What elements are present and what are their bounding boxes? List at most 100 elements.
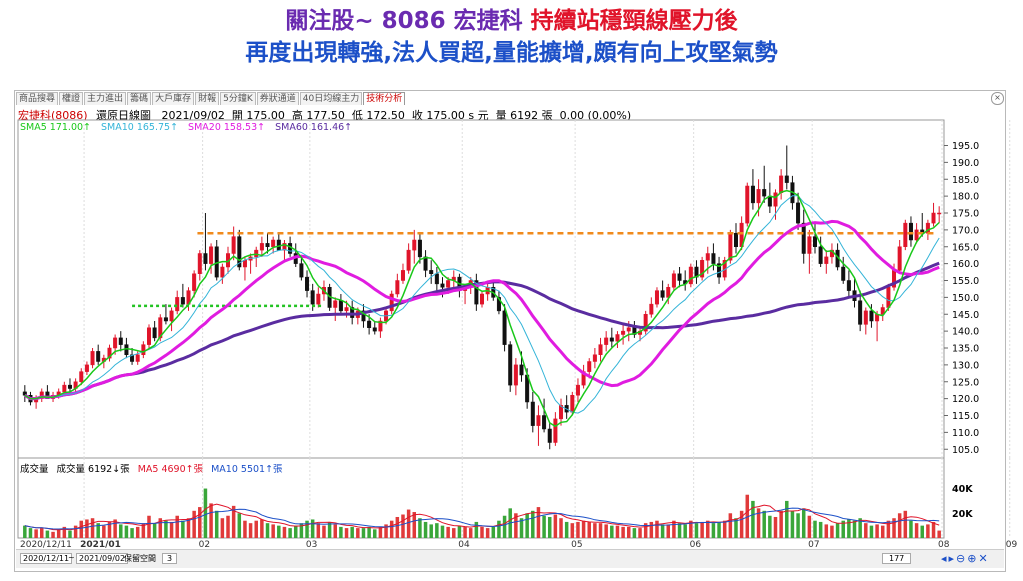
price-tick-label: 130.0 <box>952 360 979 371</box>
candle-body <box>378 320 383 332</box>
sma-legend-item: SMA5 171.00↑ <box>20 122 91 133</box>
candle-body <box>79 371 84 382</box>
candle-body <box>237 236 242 268</box>
price-tick-label: 145.0 <box>952 310 979 321</box>
volume-bar <box>626 526 631 538</box>
tab-7[interactable]: 券狀通道 <box>256 92 299 105</box>
tab-9[interactable]: 技術分析 <box>363 92 406 105</box>
bar-count-field[interactable]: 177 <box>882 553 912 564</box>
volume-bar <box>198 507 202 538</box>
volume-bar <box>474 521 479 538</box>
reserve-input[interactable]: 3 <box>162 553 178 564</box>
volume-bar <box>457 525 462 538</box>
tab-6[interactable]: 5分鐘K <box>220 92 256 105</box>
volume-bar <box>406 509 411 538</box>
candle-body <box>914 229 919 241</box>
volume-ma10-line <box>24 507 940 530</box>
volume-bar <box>452 528 456 538</box>
candle-body <box>807 236 812 254</box>
date-to-field[interactable]: 2021/09/02 <box>76 553 129 564</box>
volume-bar <box>841 520 845 538</box>
candle-body <box>621 330 626 335</box>
tab-3[interactable]: 籌碼 <box>127 92 152 105</box>
date-from-field[interactable]: 2020/12/11 <box>20 553 73 564</box>
volume-bar <box>90 518 95 538</box>
volume-bar <box>237 513 242 538</box>
volume-bar <box>102 525 106 538</box>
volume-bar <box>909 520 913 538</box>
tab-4[interactable]: 大戶庫存 <box>152 92 195 105</box>
sma10-line <box>24 195 940 414</box>
page-title: 關注股~ 8086 宏捷科 持續站穩頸線壓力後 <box>0 6 1023 36</box>
candle-body <box>908 222 913 241</box>
candle-body <box>705 253 710 261</box>
volume-bar <box>491 526 496 538</box>
volume-bar <box>587 521 591 538</box>
volume-bar <box>830 525 834 538</box>
tab-2[interactable]: 主力進出 <box>84 92 127 105</box>
title-headline: 持續站穩頸線壓力後 <box>530 8 738 34</box>
volume-bar <box>265 523 270 538</box>
tab-0[interactable]: 商品搜尋 <box>16 92 59 105</box>
candle-body <box>434 273 439 285</box>
candle-body <box>937 212 942 215</box>
volume-bar <box>361 528 366 538</box>
close-icon[interactable]: × <box>991 92 1004 105</box>
candle-body <box>395 280 400 295</box>
volume-bar <box>288 528 292 538</box>
volume-bar <box>254 520 258 538</box>
candle-body <box>62 384 67 393</box>
volume-bar <box>525 513 529 538</box>
volume-bar <box>51 531 55 538</box>
volume-bar <box>203 488 208 538</box>
candle-body <box>813 236 818 247</box>
close-value: 175.00 s 元 <box>426 109 489 122</box>
candle-body <box>299 263 304 278</box>
candle-body <box>615 334 620 342</box>
candle-body <box>880 307 885 315</box>
volume-bar <box>152 523 157 538</box>
price-tick-label: 115.0 <box>952 411 979 422</box>
open-value: 175.00 <box>246 109 285 122</box>
candle-body <box>671 273 676 288</box>
volume-legend-item: 成交量 <box>20 464 49 475</box>
candle-body <box>344 307 349 312</box>
zoom-controls-icon[interactable]: ◂▸⊖⊕✕ <box>941 552 990 565</box>
volume-bar <box>435 523 439 538</box>
volume-bar <box>700 521 704 538</box>
volume-bar <box>739 510 744 538</box>
candle-body <box>784 175 789 183</box>
candle-body <box>502 310 507 345</box>
candle-body <box>203 253 208 264</box>
volume-bar <box>598 523 603 538</box>
volume-bar <box>852 520 857 538</box>
candle-body <box>113 337 118 349</box>
date-tick-label: 03 <box>306 540 317 550</box>
volume-bar <box>717 521 721 538</box>
tab-8[interactable]: 40日均線主力 <box>299 92 363 105</box>
volume-bar <box>169 521 174 538</box>
candle-body <box>728 233 733 261</box>
change-value: 0.00 (0.00%) <box>559 109 632 122</box>
candle-body <box>141 344 146 355</box>
tab-5[interactable]: 財報 <box>195 92 220 105</box>
volume-bar <box>615 525 620 538</box>
candle-body <box>423 256 428 271</box>
candle-body <box>643 314 648 332</box>
candle-body <box>372 327 377 332</box>
candle-body <box>146 327 151 345</box>
candle-body <box>175 297 180 312</box>
tab-1[interactable]: 權證 <box>59 92 84 105</box>
volume-bar <box>655 520 659 538</box>
candle-body <box>367 320 372 328</box>
chart-mode[interactable]: 還原日線圖 <box>96 109 151 122</box>
volume-bar <box>643 523 648 538</box>
candle-body <box>282 243 287 251</box>
candle-body <box>288 243 293 254</box>
volume-bar <box>864 523 868 538</box>
date-tick-label: 05 <box>571 540 582 550</box>
volume-bar <box>785 500 789 538</box>
volume-bar <box>192 510 196 538</box>
volume-bar <box>124 525 129 538</box>
